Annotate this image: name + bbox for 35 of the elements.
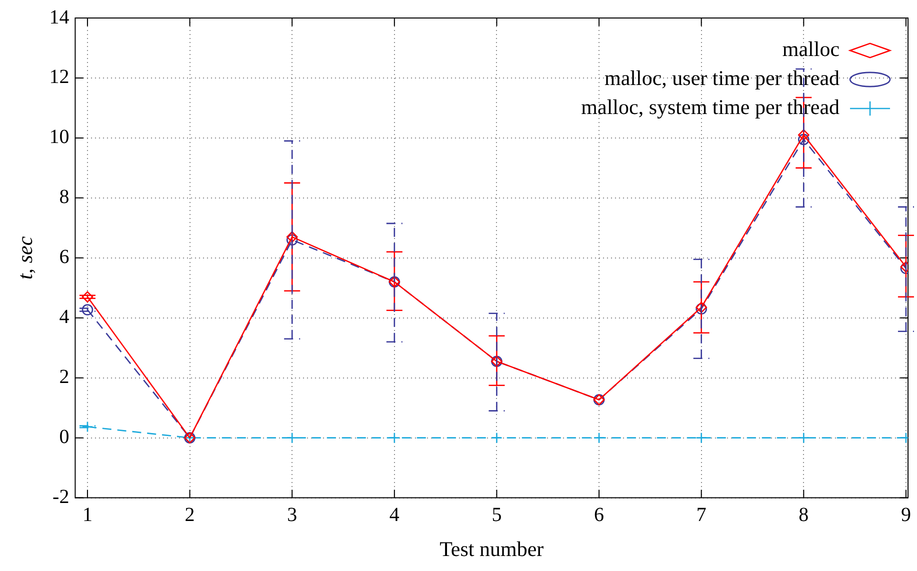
point — [82, 291, 94, 303]
point — [798, 432, 810, 444]
x-tick-label: 9 — [900, 504, 911, 526]
x-tick-label: 2 — [184, 504, 195, 526]
point — [593, 432, 605, 444]
y-tick-label: 10 — [49, 126, 70, 148]
y-tick-label: -2 — [52, 486, 70, 508]
point — [82, 304, 94, 316]
point — [286, 234, 298, 246]
y-tick-label: 2 — [59, 366, 70, 388]
y-tick-label: 12 — [49, 66, 70, 88]
point — [798, 134, 810, 146]
x-tick-label: 6 — [594, 504, 604, 526]
point — [491, 432, 502, 444]
x-tick-label: 8 — [798, 504, 809, 526]
x-tick-label: 1 — [82, 504, 92, 526]
y-tick-label: 8 — [59, 186, 70, 208]
x-tick-label: 5 — [492, 504, 502, 526]
x-tick-label: 7 — [696, 504, 706, 526]
point — [286, 432, 298, 444]
y-axis-title: t, sec — [13, 236, 38, 280]
x-tick-label: 3 — [287, 504, 298, 526]
point — [798, 129, 810, 141]
point — [82, 421, 94, 432]
y-tick-label: 0 — [59, 426, 70, 448]
y-tick-label: 4 — [59, 306, 70, 328]
legend-label: malloc, user time per thread — [604, 66, 840, 90]
point — [286, 231, 298, 243]
x-axis-title: Test number — [440, 536, 544, 561]
y-tick-label: 14 — [49, 6, 70, 28]
point — [388, 432, 400, 444]
point — [696, 432, 708, 444]
x-tick-label: 4 — [389, 504, 400, 526]
legend-label: malloc — [782, 37, 840, 62]
y-tick-label: 6 — [59, 246, 70, 268]
